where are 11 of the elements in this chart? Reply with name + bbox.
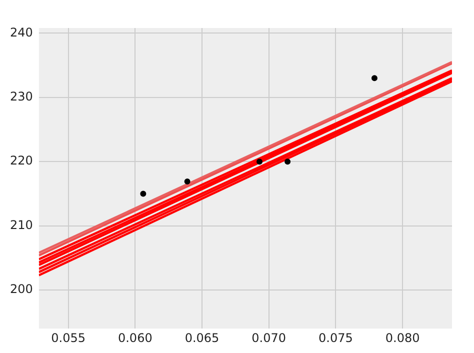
x-tick-label: 0.065	[184, 330, 220, 345]
y-tick-label: 220	[10, 154, 33, 168]
x-tick-label: 0.060	[118, 330, 152, 345]
y-tick-label: 240	[10, 25, 33, 40]
x-tick-label: 0.080	[385, 330, 420, 345]
x-tick-label: 0.075	[318, 330, 353, 345]
x-tick-label: 0.070	[252, 330, 286, 345]
y-tick-label: 230	[10, 89, 33, 104]
y-tick-label: 200	[10, 282, 33, 296]
y-tick-label: 210	[10, 218, 33, 232]
x-tick-label: 0.055	[51, 330, 86, 345]
